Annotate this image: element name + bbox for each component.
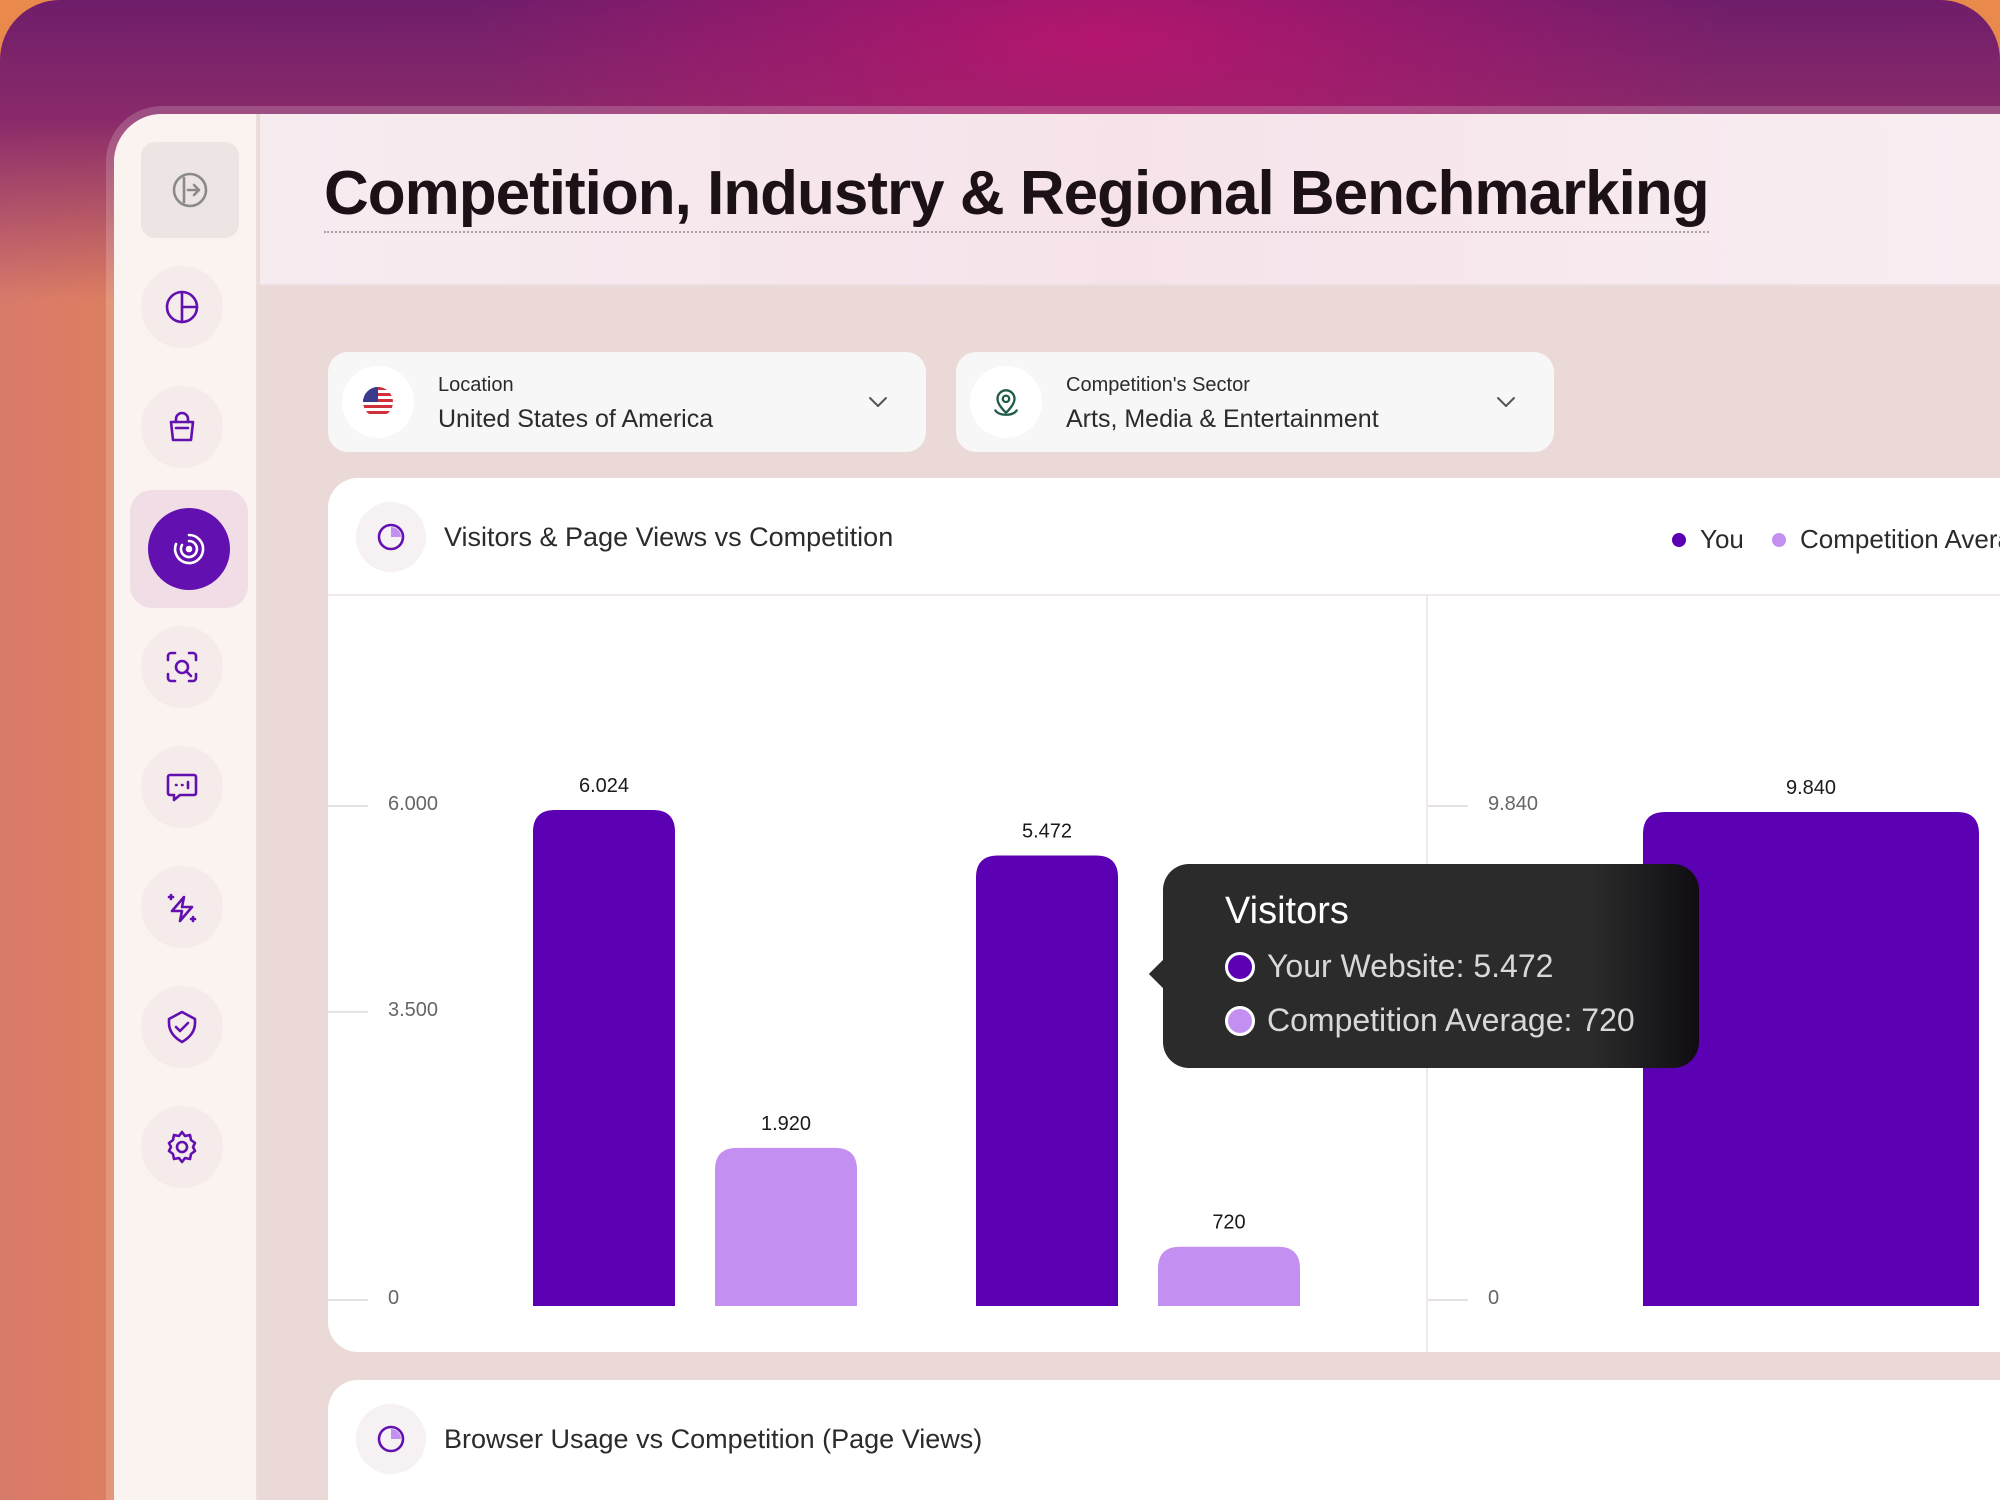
series-dot [1225, 951, 1255, 982]
legend-label: Competition Average [1800, 524, 2000, 554]
pie-chart-icon [356, 1404, 426, 1474]
bar [533, 810, 675, 1306]
series-dot [1225, 1005, 1255, 1036]
bar [1158, 1246, 1300, 1306]
sector-value: Arts, Media & Entertainment [1066, 405, 1379, 433]
legend-competition: Competition Average [1772, 524, 2000, 555]
bar-value-label: 6.024 [579, 775, 629, 797]
sidebar-item-settings[interactable] [141, 1106, 223, 1188]
page-title: Competition, Industry & Regional Benchma… [324, 158, 1710, 233]
sidebar-item-tracking[interactable] [141, 626, 223, 708]
page-header: Competition, Industry & Regional Benchma… [260, 114, 2000, 286]
bar [976, 855, 1118, 1306]
tooltip-competition-text: Competition Average: 720 [1267, 1002, 1635, 1038]
card-title: Browser Usage vs Competition (Page Views… [444, 1424, 983, 1454]
sidebar-item-messages[interactable] [141, 746, 223, 828]
y-tick-label: 3.500 [388, 999, 438, 1021]
sidebar [114, 114, 258, 1500]
tooltip-your-website: Your Website: 5.472 [1225, 948, 1553, 985]
card-divider [328, 594, 2000, 596]
pie-chart-icon [165, 290, 199, 324]
chart-tooltip: Visitors Your Website: 5.472 Competition… [1163, 864, 1699, 1068]
map-pin-icon [970, 366, 1042, 438]
sector-select[interactable]: Competition's Sector Arts, Media & Enter… [956, 352, 1554, 452]
sidebar-item-automation[interactable] [141, 866, 223, 948]
y-tick-label: 6.000 [388, 793, 438, 815]
shield-check-icon [167, 1010, 197, 1044]
sparkle-bolt-icon [167, 893, 197, 923]
sidebar-item-security[interactable] [141, 986, 223, 1068]
y-tick-label: 0 [1488, 1287, 1499, 1309]
sector-label: Competition's Sector [1066, 374, 1250, 396]
location-label: Location [438, 374, 514, 396]
sidebar-item-overview[interactable] [141, 266, 223, 348]
y-tick-label: 0 [388, 1287, 399, 1309]
scan-eye-icon [166, 651, 198, 683]
sidebar-item-benchmarking-circle [148, 508, 230, 590]
sidebar-item-collapse[interactable] [141, 142, 239, 238]
chat-icon [166, 773, 198, 802]
pie-chart-icon [356, 502, 426, 572]
bar-value-label: 9.840 [1786, 777, 1836, 799]
legend-dot [1772, 532, 1786, 547]
gear-icon [167, 1130, 197, 1164]
chevron-down-icon [1497, 397, 1515, 407]
bar [1643, 812, 1979, 1306]
legend-you: You [1672, 524, 1744, 555]
y-tick-label: 9.840 [1488, 793, 1538, 815]
legend-label: You [1700, 524, 1744, 554]
legend-dot [1672, 532, 1686, 547]
browser-usage-card: Browser Usage vs Competition (Page Views… [328, 1380, 2000, 1500]
bar-value-label: 1.920 [761, 1113, 811, 1135]
tooltip-title: Visitors [1225, 890, 1349, 932]
card-title: Visitors & Page Views vs Competition [444, 522, 894, 552]
location-select[interactable]: Location United States of America [328, 352, 926, 452]
sidebar-item-shop[interactable] [141, 386, 223, 468]
radar-icon [173, 533, 205, 565]
bar-value-label: 720 [1212, 1212, 1245, 1234]
location-value: United States of America [438, 405, 714, 433]
tooltip-your-website-text: Your Website: 5.472 [1267, 948, 1554, 984]
chevron-down-icon [869, 397, 887, 407]
collapse-arrow-icon [172, 172, 208, 208]
us-flag-icon [342, 366, 414, 438]
shopping-bag-icon [169, 411, 195, 442]
tooltip-competition: Competition Average: 720 [1225, 1002, 1635, 1039]
bar-value-label: 5.472 [1022, 820, 1072, 842]
app-window: Competition, Industry & Regional Benchma… [114, 114, 2000, 1500]
bar [715, 1147, 857, 1306]
sidebar-item-benchmarking[interactable] [130, 490, 248, 608]
